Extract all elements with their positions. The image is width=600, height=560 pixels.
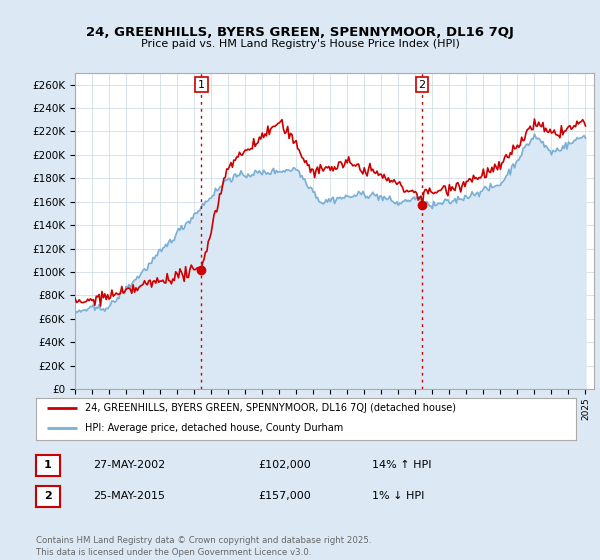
Text: 14% ↑ HPI: 14% ↑ HPI (372, 460, 431, 470)
Text: HPI: Average price, detached house, County Durham: HPI: Average price, detached house, Coun… (85, 423, 343, 433)
Text: 1: 1 (44, 460, 52, 470)
Text: 2: 2 (44, 491, 52, 501)
Text: 24, GREENHILLS, BYERS GREEN, SPENNYMOOR, DL16 7QJ (detached house): 24, GREENHILLS, BYERS GREEN, SPENNYMOOR,… (85, 403, 455, 413)
Text: 27-MAY-2002: 27-MAY-2002 (93, 460, 165, 470)
Text: £157,000: £157,000 (258, 491, 311, 501)
Text: £102,000: £102,000 (258, 460, 311, 470)
Text: 24, GREENHILLS, BYERS GREEN, SPENNYMOOR, DL16 7QJ: 24, GREENHILLS, BYERS GREEN, SPENNYMOOR,… (86, 26, 514, 39)
Text: Price paid vs. HM Land Registry's House Price Index (HPI): Price paid vs. HM Land Registry's House … (140, 39, 460, 49)
Text: 25-MAY-2015: 25-MAY-2015 (93, 491, 165, 501)
Text: 2: 2 (419, 80, 425, 90)
Text: 1% ↓ HPI: 1% ↓ HPI (372, 491, 424, 501)
Text: Contains HM Land Registry data © Crown copyright and database right 2025.
This d: Contains HM Land Registry data © Crown c… (36, 536, 371, 557)
Text: 1: 1 (198, 80, 205, 90)
